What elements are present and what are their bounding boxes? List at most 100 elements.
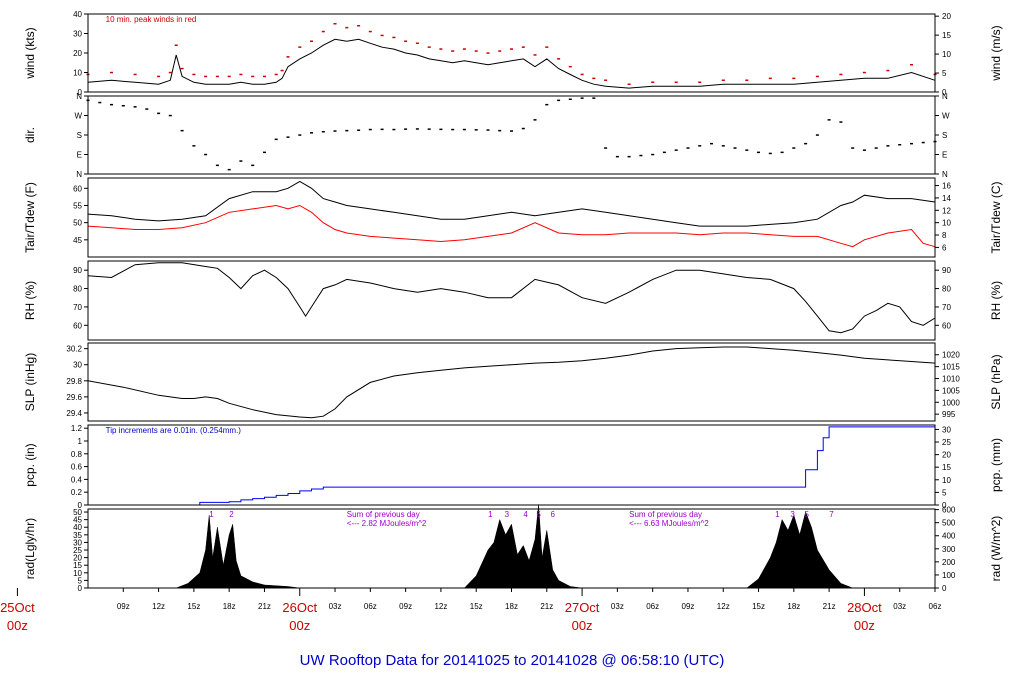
wind-data-point-1-9	[215, 75, 219, 78]
wind-data-point-1-19	[321, 30, 325, 33]
wind-data-point-1-41	[580, 73, 584, 76]
wind-left-tick-label-2: 20	[73, 49, 82, 58]
x-tick-label-0: 09z	[117, 602, 130, 611]
page-title: UW Rooftop Data for 20141025 to 20141028…	[300, 652, 725, 669]
x-tick-label-18: 21z	[823, 602, 836, 611]
precipitation-left-tick-label-5: 1	[78, 437, 83, 446]
wind-data-point-1-29	[439, 48, 443, 50]
temperature-series-line-0	[87, 180, 936, 227]
temperature-right-tick-label-2: 10	[942, 219, 951, 228]
day-label-time-0: 00z	[7, 618, 28, 633]
direction-data-point-0-2	[110, 103, 113, 106]
direction-data-point-0-36	[510, 130, 513, 132]
direction-data-point-0-52	[698, 145, 702, 147]
direction-data-point-0-70	[910, 142, 913, 145]
direction-left-tick-label-0: N	[76, 170, 82, 179]
wind-panel-frame	[87, 13, 936, 93]
wind-data-point-1-22	[357, 25, 361, 27]
wind-data-point-1-25	[392, 36, 396, 39]
direction-left-tick-label-1: E	[77, 151, 82, 160]
direction-data-point-0-16	[274, 138, 278, 141]
wind-data-point-1-5	[174, 44, 178, 46]
wind-left-tick-label-3: 30	[73, 30, 82, 39]
direction-data-point-0-60	[792, 147, 796, 149]
radiation-right-tick-label-1: 100	[942, 571, 956, 580]
direction-data-point-0-21	[333, 130, 337, 132]
wind-data-point-1-18	[310, 40, 313, 42]
direction-data-point-0-35	[498, 129, 502, 132]
wind-data-point-1-20	[333, 23, 337, 25]
pressure-right-tick-label-5: 1020	[942, 351, 960, 360]
direction-data-point-0-68	[886, 145, 890, 147]
precipitation-left-tick-label-2: 0.4	[71, 475, 83, 484]
x-tick-label-10: 18z	[505, 602, 518, 611]
pressure-left-tick-label-1: 29.6	[66, 393, 82, 402]
radiation-left-tick-label-9: 45	[73, 516, 82, 525]
wind-data-point-1-54	[862, 71, 866, 74]
direction-data-point-0-28	[415, 128, 419, 130]
wind-data-point-1-21	[345, 26, 349, 29]
wind-data-point-1-56	[910, 64, 913, 66]
wind-right-tick-label-2: 10	[942, 50, 951, 59]
radiation-right-tick-label-6: 600	[942, 506, 956, 515]
radiation-series-area-0	[88, 504, 935, 589]
direction-data-point-0-11	[215, 164, 219, 167]
pressure-ylabel-right: SLP (hPa)	[989, 354, 1003, 409]
wind-data-point-1-53	[839, 73, 843, 76]
radiation-hour-mark-9: 5	[805, 510, 810, 519]
wind-data-point-1-44	[627, 83, 631, 85]
direction-data-point-0-38	[533, 119, 537, 121]
humidity-right-tick-label-2: 80	[942, 285, 951, 294]
direction-data-point-0-39	[545, 103, 549, 106]
wind-data-point-1-33	[486, 52, 490, 54]
precipitation-right-tick-label-6: 30	[942, 425, 951, 434]
direction-data-point-0-5	[145, 108, 149, 110]
direction-data-point-0-50	[674, 149, 678, 151]
wind-data-point-1-38	[545, 46, 549, 48]
radiation-left-tick-label-1: 5	[78, 576, 83, 585]
wind-data-point-1-50	[768, 77, 772, 80]
wind-data-point-1-11	[239, 73, 243, 76]
direction-data-point-0-12	[227, 168, 231, 171]
humidity-ylabel-right: RH (%)	[989, 281, 1003, 320]
day-label-date-2: 27Oct	[565, 600, 600, 615]
direction-panel-frame	[87, 95, 936, 175]
wind-right-tick-label-1: 5	[942, 69, 947, 78]
temperature-ylabel: Tair/Tdew (F)	[23, 182, 37, 253]
precipitation-right-tick-label-2: 10	[942, 476, 951, 485]
pressure-right-tick-label-2: 1005	[942, 386, 960, 395]
direction-data-point-0-13	[239, 160, 243, 162]
direction-data-point-0-61	[804, 142, 808, 145]
wind-data-point-1-2	[133, 73, 137, 76]
direction-left-tick-label-4: N	[76, 92, 82, 101]
wind-data-point-1-37	[533, 54, 537, 56]
direction-data-point-0-43	[592, 97, 596, 99]
direction-data-point-0-31	[451, 128, 455, 131]
wind-data-point-1-40	[568, 65, 572, 68]
wind-data-point-1-10	[227, 75, 231, 78]
wind-data-point-1-35	[510, 48, 513, 50]
radiation-left-tick-label-10: 50	[73, 508, 82, 517]
day-label-date-1: 26Oct	[282, 600, 317, 615]
direction-data-point-0-58	[768, 152, 772, 155]
temperature-panel-frame	[87, 177, 936, 258]
wind-data-point-1-49	[745, 79, 749, 81]
pressure-left-tick-label-2: 29.8	[66, 377, 82, 386]
radiation-left-tick-label-4: 20	[73, 554, 82, 563]
direction-data-point-0-9	[192, 145, 196, 147]
wind-data-point-1-55	[886, 69, 890, 72]
direction-data-point-0-37	[521, 127, 525, 130]
wind-data-point-1-24	[380, 34, 384, 37]
x-tick-label-13: 06z	[646, 602, 659, 611]
direction-data-point-0-33	[474, 129, 478, 131]
radiation-left-tick-label-5: 25	[73, 546, 82, 555]
direction-left-tick-label-3: W	[74, 112, 82, 121]
wind-series-line-0	[87, 38, 936, 89]
humidity-ylabel: RH (%)	[23, 281, 37, 320]
temperature-left-tick-label-1: 50	[73, 219, 82, 228]
wind-data-point-1-14	[274, 73, 278, 76]
temperature-left-tick-label-0: 45	[73, 236, 82, 245]
wind-data-point-1-27	[415, 42, 419, 44]
direction-data-point-0-54	[721, 145, 725, 147]
